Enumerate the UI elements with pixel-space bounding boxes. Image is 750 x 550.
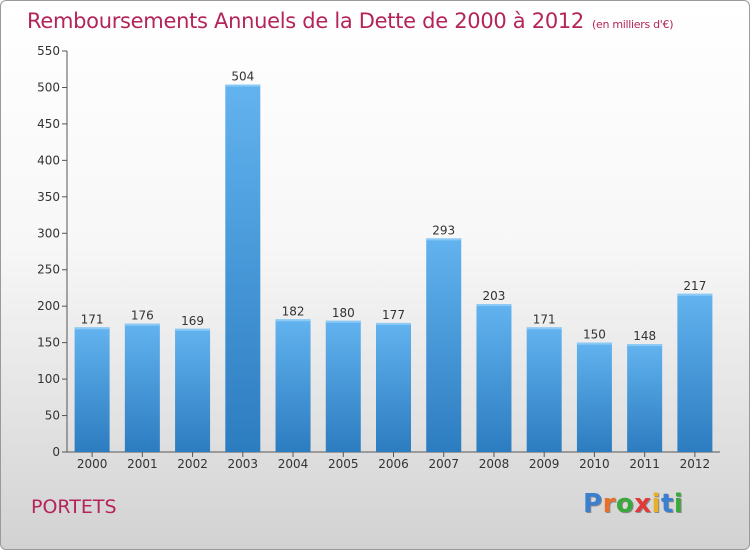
bar-highlight	[476, 303, 512, 306]
x-tick-label: 2000	[77, 457, 108, 471]
bar-2005	[325, 320, 361, 452]
bar-highlight	[426, 238, 462, 241]
bar-2009	[526, 327, 562, 452]
chart-title: Remboursements Annuels de la Dette de 20…	[27, 9, 673, 33]
x-tick-label: 2004	[278, 457, 309, 471]
bar-2011	[627, 344, 663, 452]
bar-value-label: 217	[683, 279, 706, 293]
x-tick-label: 2003	[228, 457, 259, 471]
y-tick-label: 550	[37, 44, 60, 58]
chart-axes: 0 50 100 150 200 250 300 350 400 450 500 550 2000 200…	[37, 44, 720, 471]
logo-letter: t	[660, 489, 674, 519]
bar-2008	[476, 303, 512, 452]
bar-highlight	[325, 320, 361, 323]
y-tick-label: 500	[37, 80, 60, 94]
logo-letter: i	[651, 489, 661, 519]
y-tick-label: 200	[37, 299, 60, 313]
logo-letter: i	[673, 489, 684, 519]
bar-highlight	[74, 327, 110, 330]
x-tick-label: 2012	[680, 457, 711, 471]
x-tick-label: 2006	[378, 457, 409, 471]
bar-highlight	[124, 323, 160, 326]
logo-letter: o	[615, 489, 635, 519]
bar-2007	[426, 238, 462, 452]
bar-value-label: 203	[483, 289, 506, 303]
bar-highlight	[376, 322, 411, 325]
commune-name: PORTETS	[31, 496, 117, 518]
bar-2000	[74, 327, 110, 452]
x-tick-label: 2001	[127, 457, 158, 471]
y-tick-label: 0	[52, 445, 60, 459]
y-tick-label: 250	[37, 263, 60, 277]
bar-2002	[175, 328, 211, 452]
logo-letter: P	[583, 489, 603, 519]
x-tick-label: 2005	[328, 457, 359, 471]
bar-highlight	[677, 293, 713, 296]
bar-value-label: 504	[231, 70, 254, 84]
x-tick-label: 2009	[529, 457, 560, 471]
logo-letter: r	[602, 489, 616, 519]
bar-highlight	[225, 84, 261, 87]
bar-value-label: 180	[332, 306, 355, 320]
bar-value-label: 182	[282, 304, 305, 318]
bar-2010	[576, 342, 612, 452]
x-tick-label: 2007	[428, 457, 459, 471]
y-tick-label: 300	[37, 226, 60, 240]
bar-highlight	[526, 327, 562, 330]
bar-value-label: 169	[181, 314, 204, 328]
y-tick-label: 150	[37, 336, 60, 350]
bar-value-label: 171	[81, 312, 104, 326]
bar-highlight	[175, 328, 211, 331]
y-tick-label: 100	[37, 372, 60, 386]
y-tick-label: 400	[37, 153, 60, 167]
bar-2006	[376, 322, 411, 452]
bar-highlight	[275, 319, 311, 322]
bar-value-label: 171	[533, 312, 556, 326]
chart-bars: 171 176 169 504 182 180 177 293 203 171 150 148 217	[74, 70, 713, 453]
chart-subtitle: (en milliers d'€)	[592, 18, 674, 31]
y-tick-label: 50	[45, 409, 60, 423]
bar-2012	[677, 293, 713, 452]
bar-value-label: 176	[131, 309, 154, 323]
bar-2003	[225, 84, 261, 453]
x-tick-label: 2010	[579, 457, 610, 471]
bar-value-label: 150	[583, 328, 606, 342]
bar-value-label: 293	[432, 223, 455, 237]
logo-letter: x	[634, 489, 652, 519]
y-tick-label: 350	[37, 190, 60, 204]
y-tick-label: 450	[37, 117, 60, 131]
bar-highlight	[576, 342, 612, 345]
proxiti-logo: Proxiti	[583, 489, 683, 519]
bar-value-label: 148	[633, 329, 656, 343]
bar-2001	[124, 323, 160, 452]
x-tick-label: 2002	[177, 457, 208, 471]
x-tick-label: 2008	[479, 457, 510, 471]
bar-value-label: 177	[382, 308, 405, 322]
x-tick-label: 2011	[629, 457, 660, 471]
chart-title-text: Remboursements Annuels de la Dette de 20…	[27, 9, 584, 33]
bar-highlight	[627, 344, 663, 347]
bar-2004	[275, 319, 311, 452]
